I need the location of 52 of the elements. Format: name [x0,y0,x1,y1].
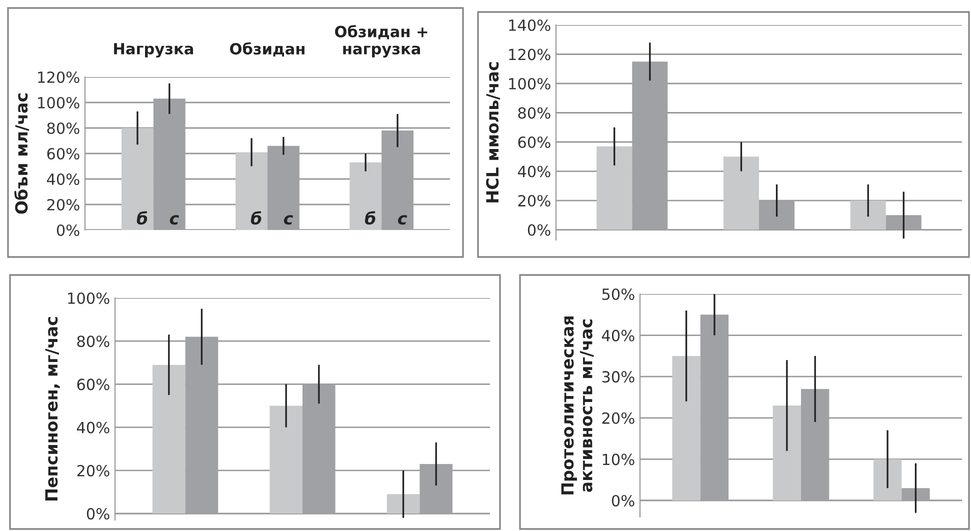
y-axis-title: Пепсиноген, мг/час [45,317,60,500]
y-tick-label: 100% [68,292,110,304]
y-tick-label: 10% [602,454,634,466]
y-axis-title: Объм мл/час [14,93,29,214]
bar [772,406,801,500]
y-axis-title: HCL ммоль/час [486,62,500,202]
bar [723,156,759,230]
bar [152,364,186,514]
bar [270,406,302,514]
y-tick-label: 100% [509,78,550,90]
annotation: б [136,211,148,225]
y-tick-label: 50% [602,288,634,300]
bar [386,494,420,514]
y-tick-label: 20% [602,412,634,424]
x-tick-label: Нагрузка [114,43,193,58]
y-tick-label: 0% [528,224,550,236]
y-tick-label: 100% [38,96,80,109]
y-tick-label: 40% [46,173,80,186]
bar [122,128,154,230]
y-tick-label: 60% [518,136,550,148]
y-tick-label: 20% [77,464,110,476]
annotation: б [250,211,262,225]
x-tick-label: Обзидан + нагрузка [335,25,428,58]
y-tick-label: 120% [509,48,550,60]
y-tick-label: 0% [86,508,110,520]
bar [596,146,632,230]
y-tick-label: 20% [518,194,550,207]
bar [873,459,902,500]
y-tick-label: 0% [56,224,80,236]
bar [350,162,382,230]
y-axis-title: Протеолитическая активность мг/час [561,316,594,494]
x-tick-label: Обзидан [230,42,304,56]
y-tick-label: 80% [77,336,110,348]
annotation: б [364,211,376,225]
annotation: с [398,215,408,225]
y-tick-label: 40% [602,330,634,342]
y-tick-label: 80% [47,122,80,134]
y-tick-label: 120% [38,71,80,84]
y-tick-label: 40% [76,422,110,434]
annotation: с [170,215,179,225]
y-tick-label: 140% [509,19,550,32]
y-tick-label: 60% [47,148,80,160]
bar [672,356,700,500]
y-tick-label: 40% [518,166,550,178]
annotation: с [284,215,294,225]
y-tick-label: 60% [77,378,110,390]
y-tick-label: 0% [612,494,634,507]
bar [236,152,268,230]
bar [850,200,886,230]
y-tick-label: 30% [602,371,634,383]
y-tick-label: 20% [47,198,80,211]
y-tick-label: 80% [518,107,550,119]
